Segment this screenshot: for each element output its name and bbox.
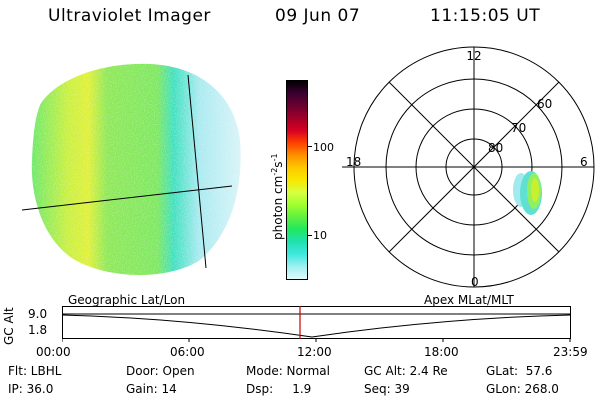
- timeline-frame: [62, 306, 571, 339]
- unit-exponent: -1: [270, 153, 279, 162]
- lat-label-70: 70: [511, 121, 526, 135]
- uv-image-panel: [21, 63, 241, 276]
- auroral-oval-patch: [513, 171, 542, 215]
- x-tick-0000: 00:00: [36, 345, 71, 359]
- lat-label-80: 80: [488, 141, 503, 155]
- colorbar-unit-label: photon cm-2s-1: [270, 153, 285, 240]
- ip-info: IP: 36.0: [8, 382, 54, 396]
- polar-diagonal: [388, 81, 560, 253]
- latitude-line: [21, 185, 233, 211]
- unit-text: s: [271, 161, 285, 168]
- gc-alt-tick-1-8: 1.8: [28, 323, 48, 337]
- x-tick-1200: 12:00: [297, 345, 332, 359]
- colorbar-gradient: [287, 81, 307, 279]
- unit-exponent: -2: [270, 167, 279, 176]
- x-tick-1800: 18:00: [424, 345, 459, 359]
- mode-info: Mode: Normal: [246, 364, 330, 378]
- mlt-label-0: 0: [471, 275, 479, 289]
- earth-disk: [31, 63, 241, 276]
- gain-info: Gain: 14: [126, 382, 177, 396]
- filter-info: Flt: LBHL: [8, 364, 62, 378]
- geo-latlon-label: Geographic Lat/Lon: [68, 293, 186, 307]
- date-label: 09 Jun 07: [275, 6, 361, 26]
- seq-info: Seq: 39: [364, 382, 410, 396]
- time-label: 11:15:05 UT: [430, 6, 541, 26]
- glon-info: GLon: 268.0: [486, 382, 559, 396]
- colorbar-tick-10: 10: [313, 229, 327, 242]
- lat-label-60: 60: [537, 97, 552, 111]
- altitude-timeline: [62, 306, 572, 342]
- dsp-info: Dsp: 1.9: [246, 382, 312, 396]
- gc-alt-axis-title: GC Alt: [2, 307, 16, 345]
- colorbar-tick-100: 100: [313, 141, 334, 154]
- mlt-label-12: 12: [466, 49, 481, 63]
- instrument-title: Ultraviolet Imager: [48, 6, 211, 26]
- gc-alt-tick-9: 9.0: [28, 307, 48, 321]
- colorbar-tick-mark: [307, 146, 312, 147]
- apex-mlat-mlt-label: Apex MLat/MLT: [424, 293, 514, 307]
- door-info: Door: Open: [126, 364, 195, 378]
- longitude-line: [187, 74, 207, 269]
- colorbar-tick-mark: [307, 235, 312, 236]
- altitude-curve: [62, 314, 572, 338]
- unit-text: photon cm: [271, 175, 285, 240]
- glat-info: GLat: 57.6: [486, 364, 553, 378]
- mlt-label-6: 6: [580, 155, 588, 169]
- gc-alt-info: GC Alt: 2.4 Re: [364, 364, 448, 378]
- colorbar: [286, 80, 308, 280]
- mlt-label-18: 18: [346, 155, 361, 169]
- polar-plot: 12 18 6 0 60 70 80: [342, 46, 595, 289]
- x-tick-0600: 06:00: [170, 345, 205, 359]
- x-tick-2359: 23:59: [553, 345, 588, 359]
